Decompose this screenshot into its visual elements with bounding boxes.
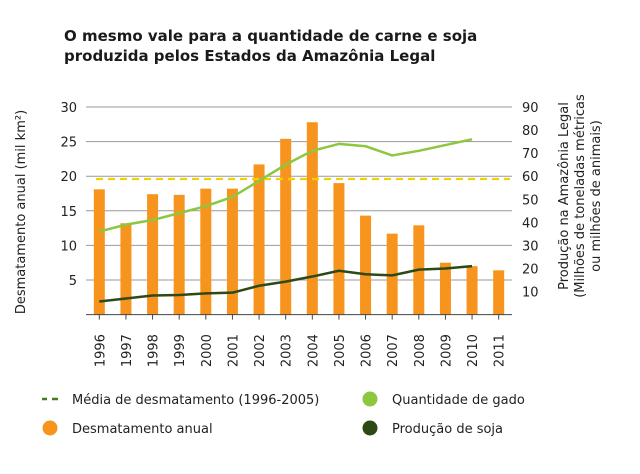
legend-dot-icon bbox=[362, 420, 378, 436]
legend-label: Desmatamento anual bbox=[72, 422, 213, 437]
bar-desmatamento bbox=[226, 188, 238, 315]
y-tick-label: 30 bbox=[60, 101, 77, 116]
bar-desmatamento bbox=[120, 223, 132, 315]
x-tick-label: 1999 bbox=[173, 334, 188, 367]
y2-tick-label: 20 bbox=[522, 262, 539, 277]
x-tick-label: 1998 bbox=[147, 334, 162, 367]
bar-desmatamento bbox=[333, 183, 345, 315]
y-axis-title: Desmatamento anual (mil km²) bbox=[14, 110, 29, 314]
x-tick-label: 2003 bbox=[280, 334, 295, 367]
bar-desmatamento bbox=[439, 262, 451, 315]
bar-desmatamento bbox=[173, 194, 185, 315]
y2-tick-label: 70 bbox=[522, 147, 539, 162]
line-gado bbox=[98, 138, 473, 233]
legend-label: Quantidade de gado bbox=[392, 393, 525, 408]
chart-title-line-1: O mesmo vale para a quantidade de carne … bbox=[64, 27, 478, 45]
y-tick-label: 20 bbox=[60, 170, 77, 185]
y-tick-label: 25 bbox=[60, 136, 77, 151]
y2-axis-title-line: Produção na Amazônia Legal bbox=[557, 102, 572, 290]
x-tick-label: 2002 bbox=[253, 334, 268, 367]
bar-desmatamento bbox=[147, 194, 159, 315]
y2-tick-label: 90 bbox=[522, 101, 539, 116]
x-tick-label: 2005 bbox=[333, 334, 348, 367]
bar-desmatamento bbox=[360, 215, 372, 315]
legend-dot-icon bbox=[362, 391, 378, 407]
x-tick-label: 2006 bbox=[360, 334, 375, 367]
y2-tick-label: 10 bbox=[522, 286, 539, 301]
bar-desmatamento bbox=[253, 164, 265, 315]
bar-desmatamento bbox=[200, 188, 212, 315]
lines bbox=[96, 138, 510, 303]
y2-axis-title-line: (Milhões de toneladas métricas bbox=[573, 94, 588, 298]
bar-desmatamento bbox=[466, 266, 478, 315]
bar-desmatamento bbox=[280, 138, 292, 315]
y-tick-label: 5 bbox=[69, 274, 77, 289]
y2-axis-title-line: ou milhões de animais) bbox=[589, 120, 604, 272]
y2-tick-label: 50 bbox=[522, 193, 539, 208]
bar-desmatamento bbox=[93, 189, 105, 315]
legend-label: Média de desmatamento (1996-2005) bbox=[72, 393, 319, 408]
x-tick-label: 1997 bbox=[120, 334, 135, 367]
x-tick-label: 2011 bbox=[493, 334, 508, 367]
chart-title-line-2: produzida pelos Estados da Amazônia Lega… bbox=[64, 47, 436, 65]
x-tick-label: 2007 bbox=[386, 334, 401, 367]
bar-desmatamento bbox=[306, 122, 318, 315]
x-tick-label: 2004 bbox=[306, 334, 321, 367]
y-tick-label: 10 bbox=[60, 239, 77, 254]
chart-title: O mesmo vale para a quantidade de carne … bbox=[64, 26, 524, 66]
x-tick-label: 2008 bbox=[413, 334, 428, 367]
line-soja bbox=[99, 264, 473, 303]
legend: Média de desmatamento (1996-2005) Quantid… bbox=[42, 391, 525, 437]
y-tick-label: 15 bbox=[60, 205, 77, 220]
legend-label: Produção de soja bbox=[392, 422, 503, 437]
x-tick-label: 2000 bbox=[200, 334, 215, 367]
legend-dot-icon bbox=[42, 420, 58, 436]
x-tick-label: 2009 bbox=[439, 334, 454, 367]
y2-tick-label: 80 bbox=[522, 124, 539, 139]
x-tick-label: 1996 bbox=[93, 334, 108, 367]
x-tick-label: 2010 bbox=[466, 334, 481, 367]
y2-tick-label: 40 bbox=[522, 216, 539, 231]
axes: 5 10 15 20 25 30 10 20 30 40 50 60 70 80 90 1996 1997 199… bbox=[14, 94, 604, 367]
bar-desmatamento bbox=[493, 270, 505, 315]
y2-tick-label: 60 bbox=[522, 170, 539, 185]
y2-tick-label: 30 bbox=[522, 239, 539, 254]
x-tick-label: 2001 bbox=[226, 334, 241, 367]
